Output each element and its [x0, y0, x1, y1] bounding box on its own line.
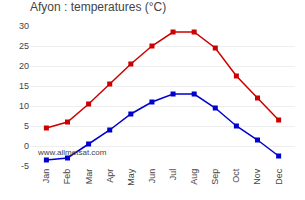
svg-text:Jul: Jul	[168, 169, 178, 181]
svg-text:Mar: Mar	[84, 169, 94, 185]
svg-text:www.allmetsat.com: www.allmetsat.com	[37, 148, 107, 157]
svg-text:-5: -5	[21, 161, 29, 171]
svg-text:Oct: Oct	[231, 168, 241, 183]
svg-text:Feb: Feb	[62, 169, 72, 185]
svg-text:May: May	[126, 168, 136, 186]
svg-text:30: 30	[19, 21, 29, 31]
svg-text:Aug: Aug	[189, 169, 199, 185]
svg-text:20: 20	[19, 61, 29, 71]
svg-text:10: 10	[19, 101, 29, 111]
svg-text:25: 25	[19, 41, 29, 51]
svg-text:Dec: Dec	[274, 168, 284, 185]
svg-text:Apr: Apr	[105, 169, 115, 183]
svg-text:Jun: Jun	[147, 169, 157, 184]
svg-text:0: 0	[24, 141, 29, 151]
svg-text:Sep: Sep	[210, 169, 220, 185]
svg-text:Afyon : temperatures (°C): Afyon : temperatures (°C)	[30, 0, 166, 14]
svg-text:15: 15	[19, 81, 29, 91]
svg-text:Nov: Nov	[252, 168, 262, 185]
svg-text:Jan: Jan	[41, 169, 51, 184]
svg-text:5: 5	[24, 121, 29, 131]
